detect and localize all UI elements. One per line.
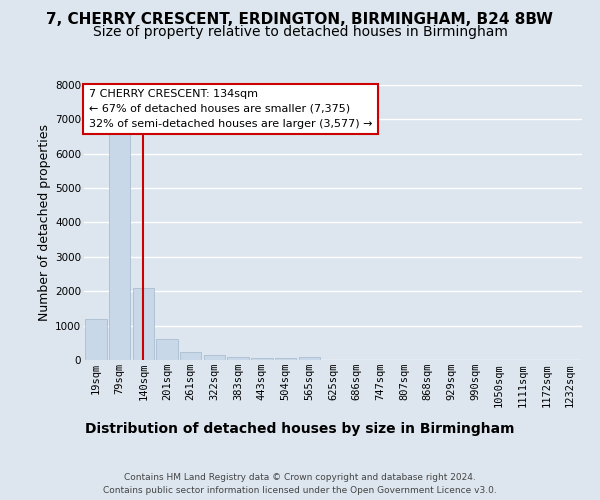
Text: Size of property relative to detached houses in Birmingham: Size of property relative to detached ho… [92,25,508,39]
Text: 7, CHERRY CRESCENT, ERDINGTON, BIRMINGHAM, B24 8BW: 7, CHERRY CRESCENT, ERDINGTON, BIRMINGHA… [47,12,554,28]
Bar [85,319,107,360]
Bar [275,358,296,360]
Bar [133,288,154,360]
Bar [299,358,320,360]
Text: Distribution of detached houses by size in Birmingham: Distribution of detached houses by size … [85,422,515,436]
Bar [251,358,272,360]
Bar [157,340,178,360]
Y-axis label: Number of detached properties: Number of detached properties [38,124,51,321]
Bar [180,352,202,360]
Text: 7 CHERRY CRESCENT: 134sqm
← 67% of detached houses are smaller (7,375)
32% of se: 7 CHERRY CRESCENT: 134sqm ← 67% of detac… [89,89,373,128]
Bar [109,133,130,360]
Bar [227,358,249,360]
Text: Contains HM Land Registry data © Crown copyright and database right 2024.
Contai: Contains HM Land Registry data © Crown c… [103,474,497,495]
Bar [204,354,225,360]
